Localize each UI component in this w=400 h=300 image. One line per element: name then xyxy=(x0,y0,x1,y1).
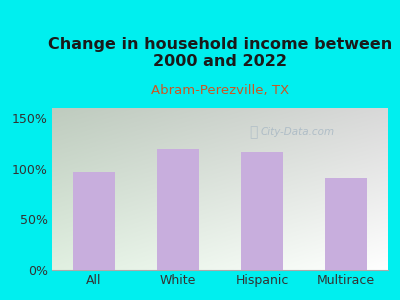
Text: Change in household income between
2000 and 2022: Change in household income between 2000 … xyxy=(48,37,392,69)
Text: City-Data.com: City-Data.com xyxy=(260,128,334,137)
Text: ⦿: ⦿ xyxy=(250,125,258,140)
Bar xyxy=(157,148,199,270)
Bar xyxy=(73,172,115,270)
Text: Abram-Perezville, TX: Abram-Perezville, TX xyxy=(151,84,289,97)
Bar xyxy=(241,152,283,270)
Bar xyxy=(325,178,367,270)
